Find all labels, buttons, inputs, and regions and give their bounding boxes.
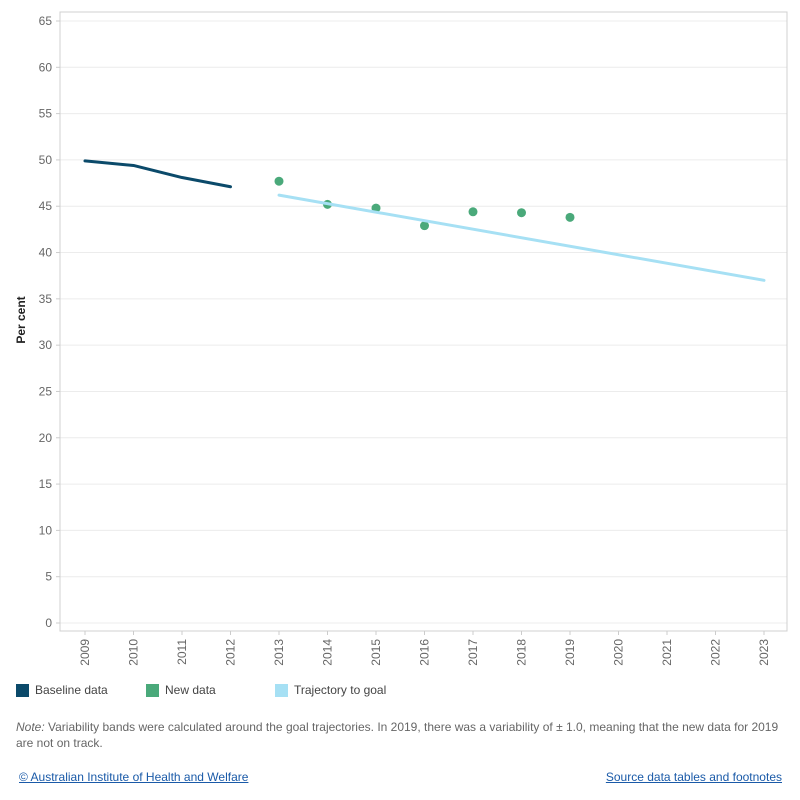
series-layer xyxy=(83,159,766,282)
y-tick-label: 10 xyxy=(39,523,53,537)
legend-item-trajectory: Trajectory to goal xyxy=(275,683,386,697)
y-tick-label: 65 xyxy=(39,14,53,28)
legend-label-new-data: New data xyxy=(165,683,216,697)
y-tick-label: 15 xyxy=(39,477,53,491)
legend-swatch-baseline xyxy=(16,683,29,697)
legend-swatch-new-data xyxy=(146,683,159,697)
source-data-link[interactable]: Source data tables and footnotes xyxy=(605,770,782,784)
legend: Baseline data New data Trajectory to goa… xyxy=(16,683,786,701)
x-tick-label: 2023 xyxy=(757,639,771,666)
data-point-new-data xyxy=(565,212,575,222)
y-tick-label: 25 xyxy=(39,384,53,398)
x-tick-label: 2012 xyxy=(224,639,238,666)
chart-note: Note: Variability bands were calculated … xyxy=(16,719,788,751)
note-text: Variability bands were calculated around… xyxy=(16,720,779,750)
x-tick-label: 2010 xyxy=(127,639,141,666)
x-axis-tick-labels: 2009 2010 2011 2012 2013 2014 2015 2016 2017 2018… xyxy=(78,631,771,666)
x-tick-label: 2014 xyxy=(321,639,335,666)
series-line-baseline-data xyxy=(83,159,232,189)
y-tick-label: 5 xyxy=(45,570,52,584)
legend-swatch-trajectory xyxy=(275,683,288,697)
data-point-new-data xyxy=(517,208,526,218)
y-tick-label: 55 xyxy=(39,107,53,121)
x-tick-label: 2021 xyxy=(660,639,674,666)
y-tick-label: 40 xyxy=(39,246,53,260)
x-tick-label: 2022 xyxy=(709,639,723,666)
data-point-new-data xyxy=(468,207,478,217)
legend-item-new-data: New data xyxy=(146,683,216,697)
data-point-new-data xyxy=(420,221,429,231)
y-axis-tick-labels: 0 5 10 15 20 25 30 35 40 45 50 55 60 65 xyxy=(39,14,60,630)
data-point-new-data xyxy=(274,176,284,186)
legend-label-trajectory: Trajectory to goal xyxy=(294,683,387,697)
y-tick-label: 50 xyxy=(39,153,53,167)
x-tick-label: 2009 xyxy=(78,639,92,666)
plot-frame xyxy=(59,11,788,632)
plot-border xyxy=(59,11,788,632)
y-tick-label: 20 xyxy=(39,431,53,445)
x-tick-label: 2016 xyxy=(418,639,432,666)
x-tick-label: 2019 xyxy=(563,639,577,666)
x-tick-label: 2015 xyxy=(369,639,383,666)
y-tick-label: 0 xyxy=(45,616,52,630)
x-tick-label: 2020 xyxy=(612,639,626,666)
legend-item-baseline: Baseline data xyxy=(16,683,108,697)
x-tick-label: 2013 xyxy=(272,639,286,666)
series-line-trajectory-to-goal xyxy=(277,193,766,282)
copyright-link[interactable]: © Australian Institute of Health and Wel… xyxy=(19,770,249,784)
note-label: Note: xyxy=(16,720,45,734)
y-tick-label: 35 xyxy=(39,292,53,306)
x-tick-label: 2011 xyxy=(175,639,189,665)
x-tick-label: 2017 xyxy=(466,639,480,666)
y-tick-label: 45 xyxy=(39,199,53,213)
y-tick-label: 60 xyxy=(39,60,53,74)
y-axis-title: Per cent xyxy=(14,296,28,343)
x-tick-label: 2018 xyxy=(515,639,529,666)
y-tick-label: 30 xyxy=(39,338,53,352)
gridlines xyxy=(60,20,787,624)
legend-label-baseline: Baseline data xyxy=(35,683,108,697)
